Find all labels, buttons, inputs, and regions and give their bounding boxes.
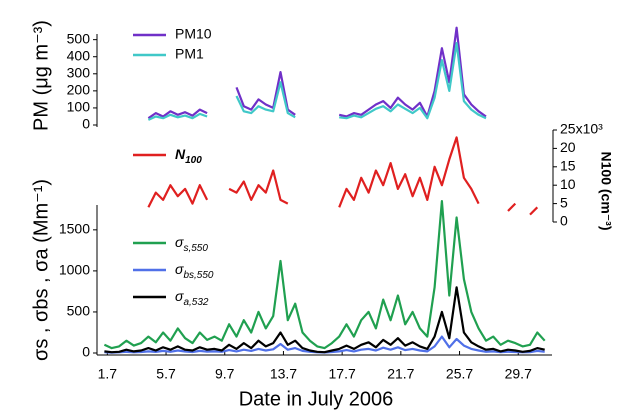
legend-label: PM1 bbox=[175, 46, 204, 62]
legend-label: PM10 bbox=[175, 26, 212, 42]
legend-label: σbs,550 bbox=[175, 261, 214, 281]
y-axis-label: PM (μg m⁻³) bbox=[30, 20, 52, 131]
y-tick-label: 0 bbox=[82, 344, 90, 360]
y2-tick-label: 25x10³ bbox=[560, 121, 603, 137]
x-tick-label: 5.7 bbox=[156, 366, 176, 382]
legend-label: σs,550 bbox=[175, 234, 208, 254]
y2-tick-label: 0 bbox=[560, 213, 568, 229]
x-tick-label: 9.7 bbox=[215, 366, 235, 382]
y2-tick-label: 20 bbox=[560, 139, 576, 155]
data-line bbox=[103, 200, 546, 350]
y-tick-label: 1500 bbox=[59, 221, 90, 237]
y2-tick-label: 10 bbox=[560, 176, 576, 192]
data-line bbox=[104, 286, 545, 354]
x-tick-label: 13.7 bbox=[270, 366, 297, 382]
y-tick-label: 500 bbox=[67, 303, 91, 319]
y2-tick-label: 15 bbox=[560, 158, 576, 174]
y2-tick-label: 5 bbox=[560, 194, 568, 210]
y-tick-label: 200 bbox=[67, 82, 91, 98]
x-tick-label: 29.7 bbox=[505, 366, 532, 382]
x-tick-label: 25.7 bbox=[446, 366, 473, 382]
legend-label: σa,532 bbox=[175, 288, 209, 308]
y-tick-label: 500 bbox=[67, 30, 91, 46]
y-tick-label: 400 bbox=[67, 47, 91, 63]
x-tick-label: 1.7 bbox=[98, 366, 118, 382]
y-tick-label: 100 bbox=[67, 99, 91, 115]
y-axis-label: σs , σbs , σa (Mm⁻¹) bbox=[30, 179, 52, 361]
x-tick-label: 17.7 bbox=[329, 366, 356, 382]
x-tick-label: 21.7 bbox=[387, 366, 414, 382]
y-tick-label: 0 bbox=[82, 116, 90, 132]
y2-axis-label: N100 (cm⁻³) bbox=[598, 152, 614, 231]
legend-label: N100 bbox=[175, 146, 202, 166]
y-tick-label: 300 bbox=[67, 64, 91, 80]
y-tick-label: 1000 bbox=[59, 262, 90, 278]
data-line bbox=[147, 136, 539, 216]
data-line bbox=[147, 42, 487, 121]
x-axis-label: Date in July 2006 bbox=[239, 388, 394, 410]
data-line bbox=[147, 26, 487, 120]
